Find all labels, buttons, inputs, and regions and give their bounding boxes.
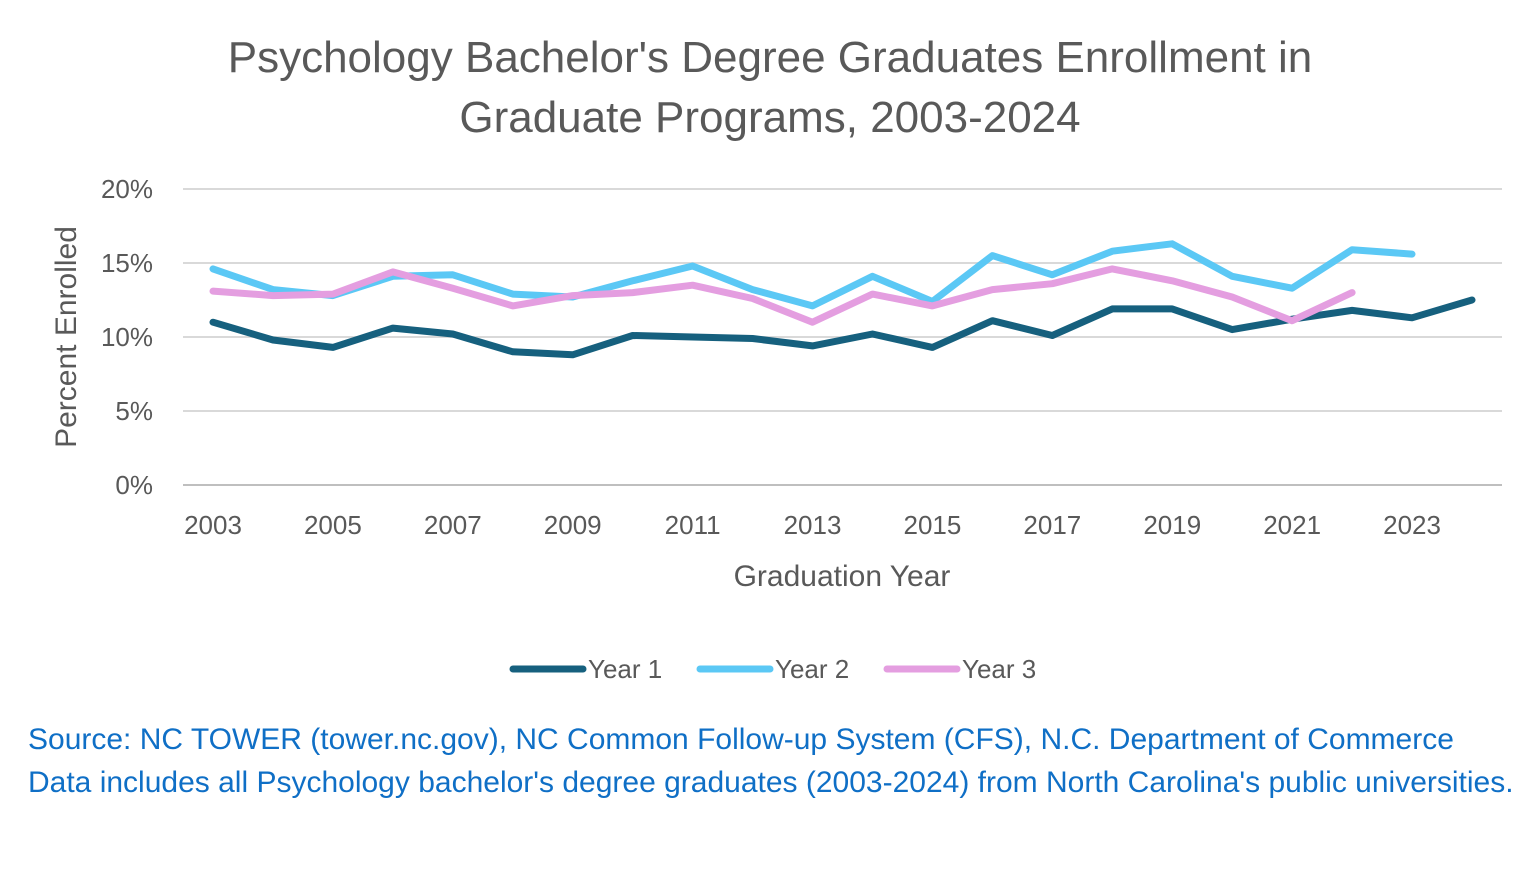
series-line-year-1 (209, 296, 1476, 359)
y-tick-label: 5% (115, 396, 153, 426)
chart-title-line-2: Graduate Programs, 2003-2024 (459, 93, 1081, 142)
x-tick-label: 2017 (1023, 510, 1081, 540)
y-axis-title: Percent Enrolled (50, 226, 83, 448)
legend: Year 1 Year 2 Year 3 (509, 654, 1036, 684)
y-tick-label: 15% (101, 248, 153, 278)
source-line-1: Source: NC TOWER (tower.nc.gov), NC Comm… (28, 723, 1454, 756)
x-tick-label: 2023 (1383, 510, 1441, 540)
y-tick-label: 10% (101, 322, 153, 352)
x-tick-label: 2003 (184, 510, 242, 540)
x-axis-ticks: 2003 2005 2007 2009 2011 2013 2015 2017 2019 2021… (184, 510, 1441, 540)
legend-label-year-2: Year 2 (775, 654, 849, 684)
y-axis-ticks: 0% 5% 10% 15% 20% (101, 174, 153, 500)
x-tick-label: 2007 (424, 510, 482, 540)
chart-title-line-1: Psychology Bachelor's Degree Graduates E… (227, 33, 1313, 82)
x-tick-label: 2005 (304, 510, 362, 540)
x-tick-label: 2019 (1143, 510, 1201, 540)
x-tick-label: 2021 (1263, 510, 1321, 540)
legend-label-year-3: Year 3 (962, 654, 1036, 684)
y-tick-label: 0% (115, 470, 153, 500)
x-axis-title: Graduation Year (734, 560, 951, 593)
series-line-year-3 (209, 265, 1356, 326)
x-tick-label: 2011 (665, 510, 721, 540)
series-lines (209, 240, 1476, 359)
x-tick-label: 2013 (784, 510, 842, 540)
chart-title: Psychology Bachelor's Degree Graduates E… (0, 28, 1540, 148)
legend-label-year-1: Year 1 (588, 654, 662, 684)
x-tick-label: 2015 (904, 510, 962, 540)
source-note: Source: NC TOWER (tower.nc.gov), NC Comm… (28, 718, 1518, 804)
y-tick-label: 20% (101, 174, 153, 204)
x-tick-label: 2009 (544, 510, 602, 540)
source-line-2: Data includes all Psychology bachelor's … (28, 766, 1514, 799)
